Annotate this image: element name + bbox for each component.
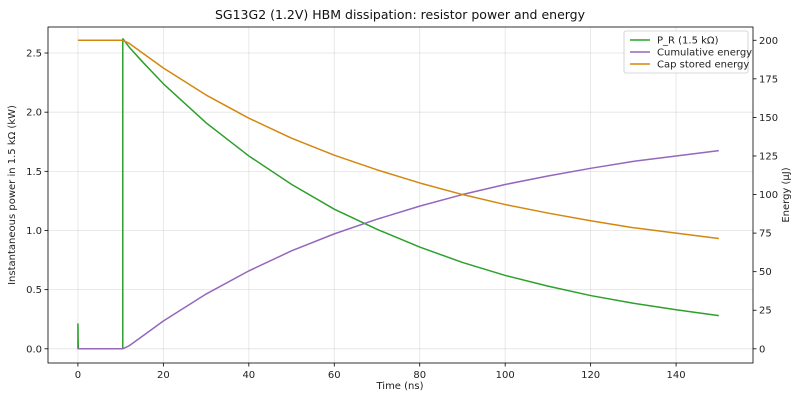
plot-frame: [47, 26, 754, 364]
y-right-tick-label: 50: [759, 267, 772, 278]
legend-label-2: Cumulative energy: [657, 48, 752, 59]
x-tick-label: 20: [157, 370, 170, 381]
series-layer: [77, 38, 719, 350]
y-right-tick-label: 200: [759, 36, 778, 47]
series-line-2: [77, 149, 719, 350]
y-left-axis-title: Instantaneous power in 1.5 kΩ (kW): [7, 105, 18, 285]
y-left-tick-label: 2.5: [26, 49, 42, 60]
y-left-tick-label: 1.0: [26, 226, 42, 237]
x-tick-label: 80: [413, 370, 426, 381]
y-left-tick-label: 1.5: [26, 167, 42, 178]
series-line-3: [77, 39, 719, 240]
grid-layer: [48, 27, 753, 363]
y-right-tick-label: 75: [759, 229, 772, 240]
y-right-tick-label: 150: [759, 113, 778, 124]
legend-label-3: Cap stored energy: [657, 60, 749, 71]
y-right-tick-label: 125: [759, 151, 778, 162]
y-left-tick-label: 2.0: [26, 108, 42, 119]
x-tick-label: 0: [75, 370, 81, 381]
y-right-tick-label: 0: [759, 344, 765, 355]
x-axis-title: Time (ns): [375, 381, 423, 392]
x-tick-label: 60: [328, 370, 341, 381]
y-left-tick-label: 0.0: [26, 344, 42, 355]
y-left-tick-label: 0.5: [26, 285, 42, 296]
series-line-1: [77, 38, 719, 350]
x-tick-label: 40: [242, 370, 255, 381]
x-tick-label: 140: [667, 370, 686, 381]
y-right-tick-label: 25: [759, 306, 772, 317]
y-right-tick-label: 175: [759, 74, 778, 85]
y-right-tick-label: 100: [759, 190, 778, 201]
chart-title: SG13G2 (1.2V) HBM dissipation: resistor …: [215, 7, 586, 22]
x-tick-label: 100: [496, 370, 515, 381]
y-right-axis-title: Energy (µJ): [781, 167, 792, 222]
legend-label-1: P_R (1.5 kΩ): [657, 36, 719, 47]
tick-layer: 0 20 40 60 80 100 120 140 0.0 0.5 1.0 1.5 2.0 2.5 0 25 5…: [26, 36, 778, 381]
x-tick-label: 120: [581, 370, 600, 381]
legend-box: [623, 30, 749, 74]
